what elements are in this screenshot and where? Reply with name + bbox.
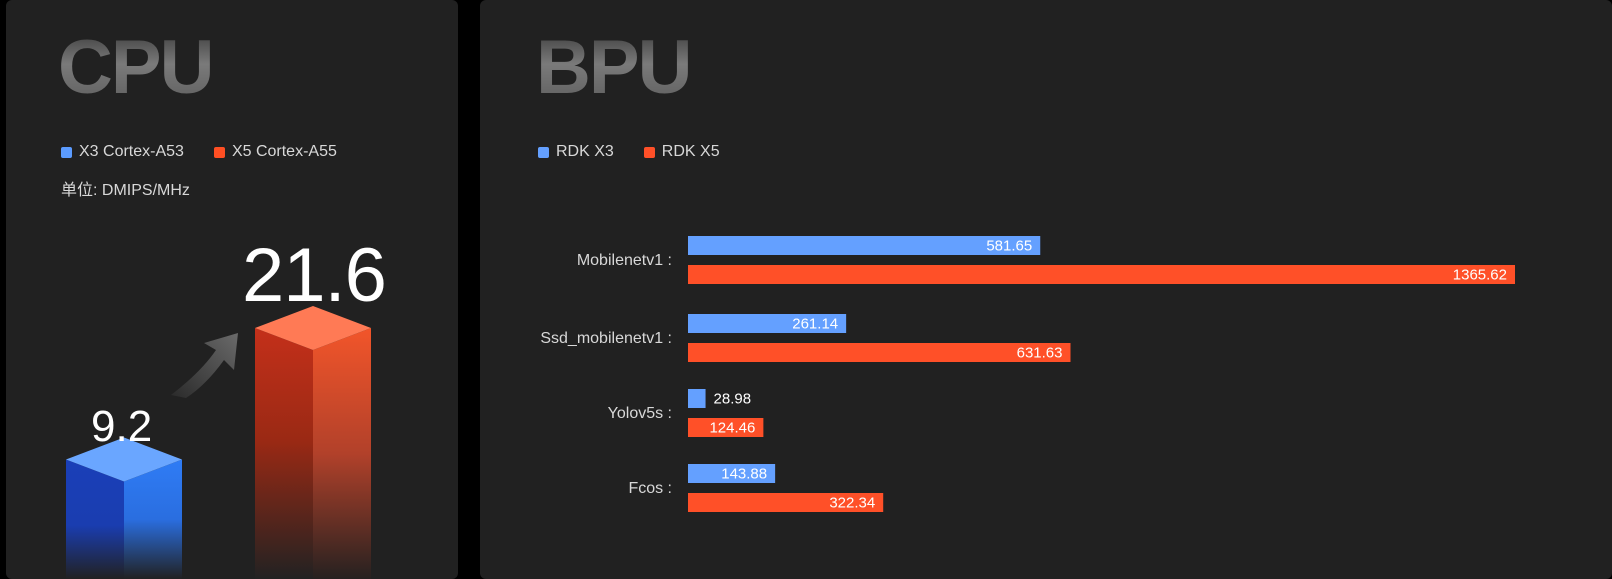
bpu-panel: BPU RDK X3 RDK X5 Mobilenetv1 : 581.65 136… xyxy=(480,0,1612,579)
x3-bar-top-face xyxy=(66,437,182,482)
category-label: Yolov5s : xyxy=(608,405,672,422)
legend-label-rdk-x3: RDK X3 xyxy=(556,143,614,160)
category-label: Mobilenetv1 : xyxy=(577,252,672,269)
legend-swatch-x3 xyxy=(61,146,72,158)
legend-swatch-x5 xyxy=(213,146,225,158)
x3-bar-right-face xyxy=(124,459,182,579)
legend-label-x3: X3 Cortex-A53 xyxy=(79,143,184,160)
bar-value-label: 261.14 xyxy=(792,316,838,333)
legend-swatch-rdk-x5 xyxy=(643,146,655,158)
x5-value-label: 21.6 xyxy=(242,233,387,318)
cpu-legend: X3 Cortex-A53 X5 Cortex-A55 xyxy=(61,143,337,161)
legend-label-x5: X5 Cortex-A55 xyxy=(231,143,337,160)
legend-item-x3: X3 Cortex-A53 xyxy=(61,143,184,161)
bpu-legend: RDK X3 RDK X5 xyxy=(538,143,720,161)
increase-arrow-icon xyxy=(171,333,238,398)
cpu-bar-chart xyxy=(66,306,371,579)
x5-bar-top-face xyxy=(255,306,371,350)
bar-value-label: 1365.62 xyxy=(1453,267,1507,284)
x3-value-label: 9.2 xyxy=(91,402,153,451)
category-label: Fcos : xyxy=(628,480,672,497)
legend-swatch-rdk-x3 xyxy=(538,146,549,158)
bar-rdk-x3 xyxy=(688,314,847,333)
bar-value-label: 581.65 xyxy=(986,238,1032,255)
x5-bar-left-face xyxy=(255,328,313,579)
cpu-title: CPU xyxy=(58,25,214,110)
x3-bar-left-face xyxy=(66,459,124,579)
x3-bar xyxy=(66,437,182,579)
x5-bar-right-face xyxy=(313,328,371,579)
bar-value-label: 124.46 xyxy=(709,420,755,437)
bar-value-label: 28.98 xyxy=(714,391,752,408)
bpu-bar-chart: Mobilenetv1 : 581.65 1365.62 Ssd_mobilenetv… xyxy=(540,236,1515,512)
cpu-panel: CPU X3 Cortex-A53 X5 Cortex-A55 单位: DMIP… xyxy=(6,0,458,579)
legend-item-x5: X5 Cortex-A55 xyxy=(213,143,337,161)
bar-rdk-x5 xyxy=(688,265,1515,284)
bar-rdk-x5 xyxy=(688,343,1071,362)
bar-rdk-x3 xyxy=(688,464,776,483)
bar-rdk-x5 xyxy=(688,418,764,437)
bar-rdk-x3 xyxy=(688,236,1041,255)
bar-value-label: 143.88 xyxy=(721,466,767,483)
legend-item-rdk-x3: RDK X3 xyxy=(538,143,614,161)
legend-item-rdk-x5: RDK X5 xyxy=(643,143,720,161)
bpu-title: BPU xyxy=(536,25,692,110)
unit-label: 单位: DMIPS/MHz xyxy=(61,182,190,199)
legend-label-rdk-x5: RDK X5 xyxy=(661,143,720,160)
bar-value-label: 631.63 xyxy=(1017,345,1063,362)
bar-rdk-x3 xyxy=(688,389,706,408)
bar-value-label: 322.34 xyxy=(829,495,875,512)
category-label: Ssd_mobilenetv1 : xyxy=(540,330,672,347)
x5-bar xyxy=(255,306,371,579)
bar-rdk-x5 xyxy=(688,493,884,512)
